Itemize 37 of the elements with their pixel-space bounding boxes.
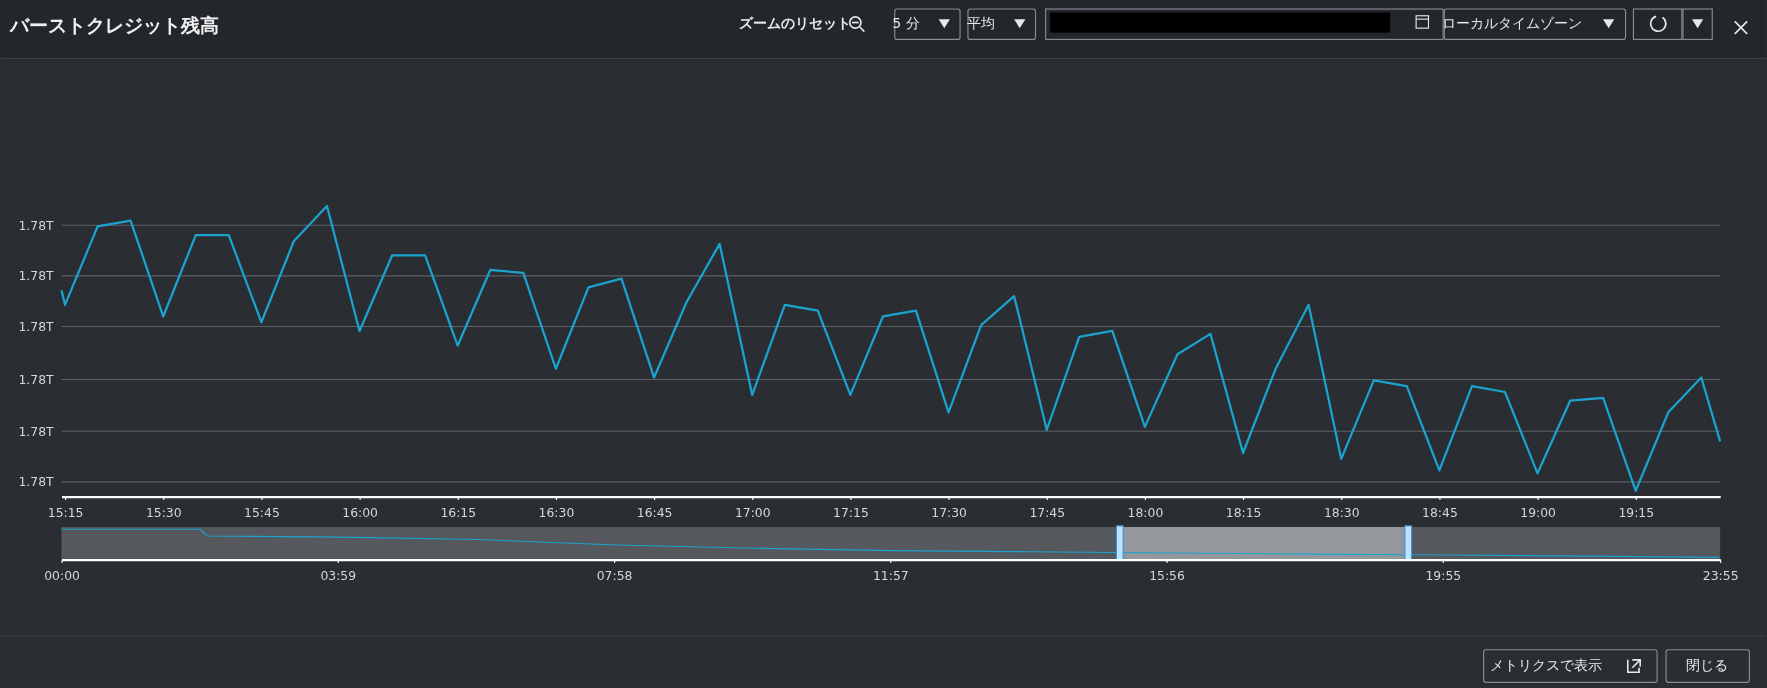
- x-tick-label: 17:15: [833, 505, 869, 520]
- x-tick-label: 17:45: [1029, 505, 1066, 520]
- text: 1.78T: [18, 320, 55, 335]
- text: 5 分: [892, 15, 920, 32]
- text: 1.78T: [18, 269, 55, 284]
- x-tick-label: 16:15: [440, 505, 477, 520]
- x-tick-label: 17:30: [931, 505, 968, 520]
- text: 1.78T: [18, 424, 55, 439]
- x-tick-label: 11:57: [872, 569, 909, 584]
- text: 1.78T: [18, 218, 55, 233]
- text: ズームのリセット: [738, 15, 851, 32]
- text: 閉じる: [1685, 656, 1728, 673]
- x-tick-label: 16:00: [342, 505, 379, 520]
- x-tick-label: 15:56: [1149, 569, 1185, 584]
- x-tick-label: 03:59: [320, 569, 357, 584]
- text: メトリクスで表示: [1489, 656, 1602, 673]
- x-tick-label: 16:45: [636, 505, 673, 520]
- x-tick-label: 18:45: [1422, 505, 1458, 520]
- text: ローカルタイムゾーン: [1441, 15, 1582, 32]
- x-tick-label: 16:30: [538, 505, 575, 520]
- x-tick-label: 18:00: [1127, 505, 1164, 520]
- x-tick-label: 00:00: [44, 569, 81, 584]
- text: 平均: [967, 15, 996, 32]
- x-tick-label: 19:55: [1425, 569, 1462, 584]
- x-tick-label: 23:55: [1702, 569, 1739, 584]
- x-tick-label: 15:15: [47, 505, 84, 520]
- chart-title: バーストクレジット残高: [8, 13, 219, 37]
- x-tick-label: 18:15: [1225, 505, 1262, 520]
- x-tick-label: 15:45: [244, 505, 280, 520]
- x-tick-label: 18:30: [1323, 505, 1360, 520]
- x-tick-label: 07:58: [596, 569, 633, 584]
- x-tick-label: 19:00: [1520, 505, 1557, 520]
- x-tick-label: 19:15: [1618, 505, 1655, 520]
- text: 1.78T: [18, 372, 55, 387]
- x-tick-label: 17:00: [734, 505, 771, 520]
- text: 1.78T: [18, 475, 55, 490]
- x-tick-label: 15:30: [145, 505, 182, 520]
